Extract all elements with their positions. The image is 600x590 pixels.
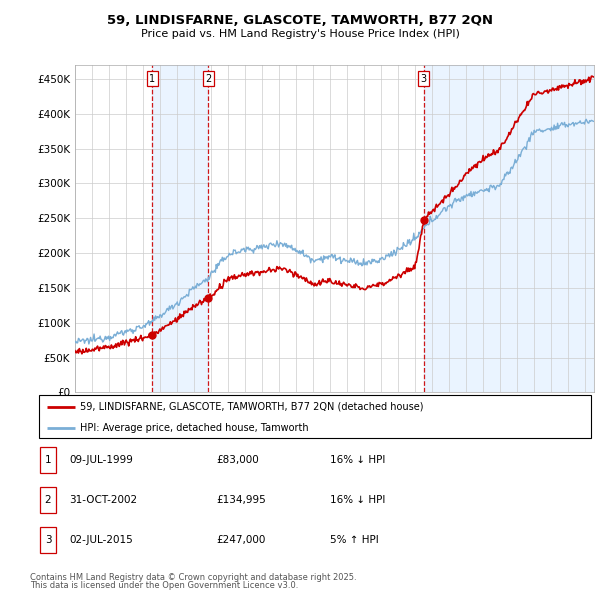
Text: 31-OCT-2002: 31-OCT-2002	[69, 495, 137, 505]
Text: 16% ↓ HPI: 16% ↓ HPI	[330, 455, 385, 465]
Text: 59, LINDISFARNE, GLASCOTE, TAMWORTH, B77 2QN: 59, LINDISFARNE, GLASCOTE, TAMWORTH, B77…	[107, 14, 493, 27]
Text: 1: 1	[149, 74, 155, 84]
Text: 16% ↓ HPI: 16% ↓ HPI	[330, 495, 385, 505]
Text: 3: 3	[421, 74, 427, 84]
Text: Contains HM Land Registry data © Crown copyright and database right 2025.: Contains HM Land Registry data © Crown c…	[30, 572, 356, 582]
Bar	[424, 65, 594, 392]
Text: 02-JUL-2015: 02-JUL-2015	[69, 535, 133, 545]
Text: Price paid vs. HM Land Registry's House Price Index (HPI): Price paid vs. HM Land Registry's House …	[140, 29, 460, 38]
Text: HPI: Average price, detached house, Tamworth: HPI: Average price, detached house, Tamw…	[80, 424, 309, 434]
Text: 3: 3	[44, 535, 52, 545]
Text: 59, LINDISFARNE, GLASCOTE, TAMWORTH, B77 2QN (detached house): 59, LINDISFARNE, GLASCOTE, TAMWORTH, B77…	[80, 402, 424, 412]
Text: £134,995: £134,995	[216, 495, 266, 505]
Text: £83,000: £83,000	[216, 455, 259, 465]
Bar	[152, 65, 208, 392]
Text: 1: 1	[44, 455, 52, 465]
Bar	[40, 447, 56, 473]
Text: This data is licensed under the Open Government Licence v3.0.: This data is licensed under the Open Gov…	[30, 581, 298, 590]
Text: 2: 2	[205, 74, 211, 84]
Text: £247,000: £247,000	[216, 535, 265, 545]
Text: 5% ↑ HPI: 5% ↑ HPI	[330, 535, 379, 545]
Bar	[40, 527, 56, 553]
Bar	[40, 487, 56, 513]
Text: 09-JUL-1999: 09-JUL-1999	[69, 455, 133, 465]
Text: 2: 2	[44, 495, 52, 505]
